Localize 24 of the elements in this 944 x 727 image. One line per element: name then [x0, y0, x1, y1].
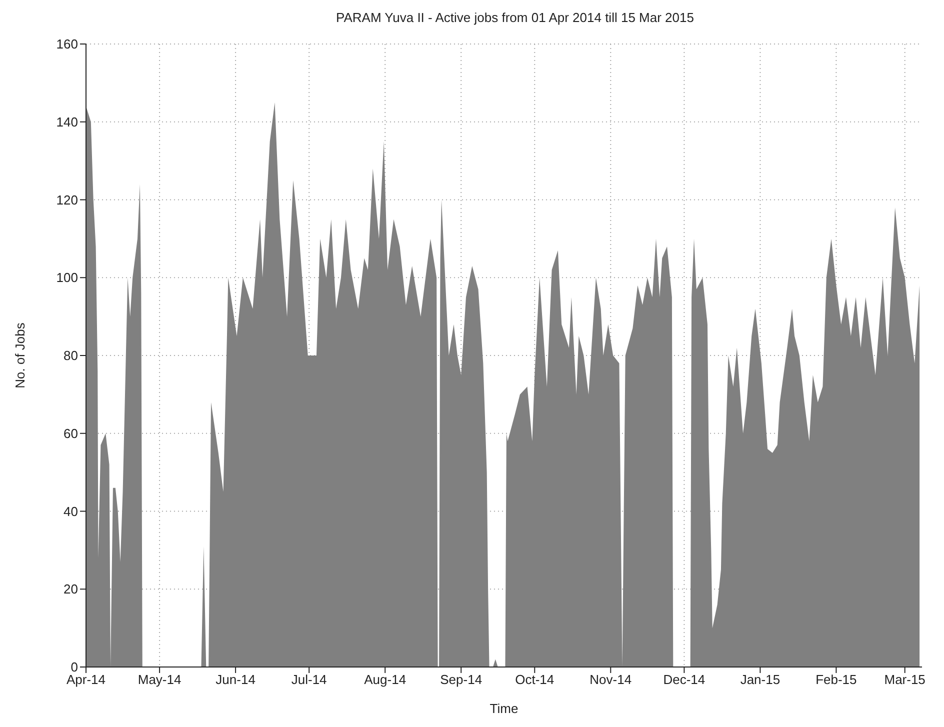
chart-title: PARAM Yuva II - Active jobs from 01 Apr 2014 till 15 Mar 2015: [335, 10, 695, 25]
y-tick-label: 40: [64, 504, 78, 519]
x-tick-label: Nov-14: [590, 672, 632, 688]
x-axis-title: Time: [490, 701, 518, 716]
x-tick-label: Mar-15: [884, 672, 926, 688]
y-tick-label: 100: [56, 270, 78, 286]
x-tick-label: Jan-15: [740, 672, 780, 688]
x-tick-label: Oct-14: [515, 672, 554, 688]
x-tick-label: Aug-14: [364, 672, 406, 688]
x-tick-label: May-14: [138, 672, 182, 688]
y-tick-label: 120: [56, 192, 78, 208]
y-tick-label: 160: [56, 36, 78, 52]
y-tick-label: 0: [70, 660, 78, 675]
x-tick-label: Jun-14: [216, 672, 256, 688]
y-tick-label: 80: [64, 348, 78, 364]
x-tick-label: Feb-15: [816, 672, 857, 688]
x-tick-label: Dec-14: [663, 672, 706, 688]
y-tick-label: 140: [56, 114, 78, 130]
x-tick-label: Jul-14: [291, 672, 327, 688]
x-tick-label: Sep-14: [440, 672, 482, 688]
y-tick-label: 60: [64, 426, 78, 441]
x-tick-label: Apr-14: [66, 672, 106, 688]
y-axis-title: No. of Jobs: [12, 322, 28, 388]
y-tick-label: 20: [64, 582, 78, 597]
